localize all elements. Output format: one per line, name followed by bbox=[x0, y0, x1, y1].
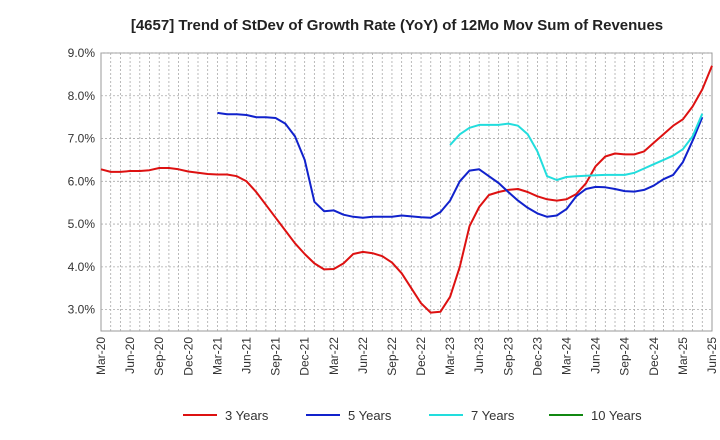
x-tick-label: Jun-24 bbox=[589, 337, 603, 374]
series-line-5-years bbox=[217, 111, 704, 219]
x-tick-label: Mar-23 bbox=[443, 337, 457, 375]
grid-lines bbox=[101, 52, 712, 331]
x-tick-label: Dec-20 bbox=[181, 337, 195, 376]
legend: 3 Years 5 Years 7 Years 10 Years bbox=[183, 408, 642, 423]
x-tick-label: Jun-25 bbox=[705, 337, 719, 374]
chart-title: [4657] Trend of StDev of Growth Rate (Yo… bbox=[131, 17, 663, 34]
x-tick-label: Jun-20 bbox=[123, 337, 137, 374]
legend-label: 5 Years bbox=[348, 408, 392, 423]
y-axis: 3.0% 4.0% 5.0% 6.0% 7.0% 8.0% 9.0% bbox=[68, 46, 96, 317]
x-tick-label: Mar-21 bbox=[210, 337, 224, 375]
y-tick-label: 5.0% bbox=[68, 217, 96, 231]
x-tick-label: Sep-24 bbox=[618, 337, 632, 376]
series-line-7-years bbox=[449, 113, 704, 181]
x-tick-label: Mar-25 bbox=[676, 337, 690, 375]
x-tick-label: Mar-22 bbox=[327, 337, 341, 375]
x-tick-label: Sep-23 bbox=[501, 337, 515, 376]
series-lines bbox=[100, 65, 713, 314]
x-tick-label: Jun-23 bbox=[472, 337, 486, 374]
legend-label: 7 Years bbox=[471, 408, 515, 423]
x-tick-label: Dec-21 bbox=[298, 337, 312, 376]
x-tick-label: Dec-23 bbox=[530, 337, 544, 376]
x-tick-label: Jun-22 bbox=[356, 337, 370, 374]
legend-label: 3 Years bbox=[225, 408, 269, 423]
plot-border bbox=[100, 52, 713, 332]
x-tick-label: Mar-20 bbox=[94, 337, 108, 375]
x-tick-label: Jun-21 bbox=[239, 337, 253, 374]
x-tick-label: Dec-22 bbox=[414, 337, 428, 376]
x-tick-label: Sep-22 bbox=[385, 337, 399, 376]
x-tick-label: Sep-21 bbox=[269, 337, 283, 376]
y-tick-label: 4.0% bbox=[68, 260, 96, 274]
y-tick-label: 9.0% bbox=[68, 46, 96, 60]
y-tick-label: 6.0% bbox=[68, 174, 96, 188]
y-tick-label: 7.0% bbox=[68, 132, 96, 146]
y-tick-label: 8.0% bbox=[68, 89, 96, 103]
series-line-3-years bbox=[100, 65, 713, 314]
plot-area bbox=[100, 52, 713, 332]
x-axis: Mar-20 Jun-20 Sep-20 Dec-20 Mar-21 Jun-21 Sep-… bbox=[94, 337, 719, 376]
y-tick-label: 3.0% bbox=[68, 303, 96, 317]
x-tick-label: Mar-24 bbox=[560, 337, 574, 375]
x-tick-label: Sep-20 bbox=[152, 337, 166, 376]
legend-label: 10 Years bbox=[591, 408, 642, 423]
x-tick-label: Dec-24 bbox=[647, 337, 661, 376]
